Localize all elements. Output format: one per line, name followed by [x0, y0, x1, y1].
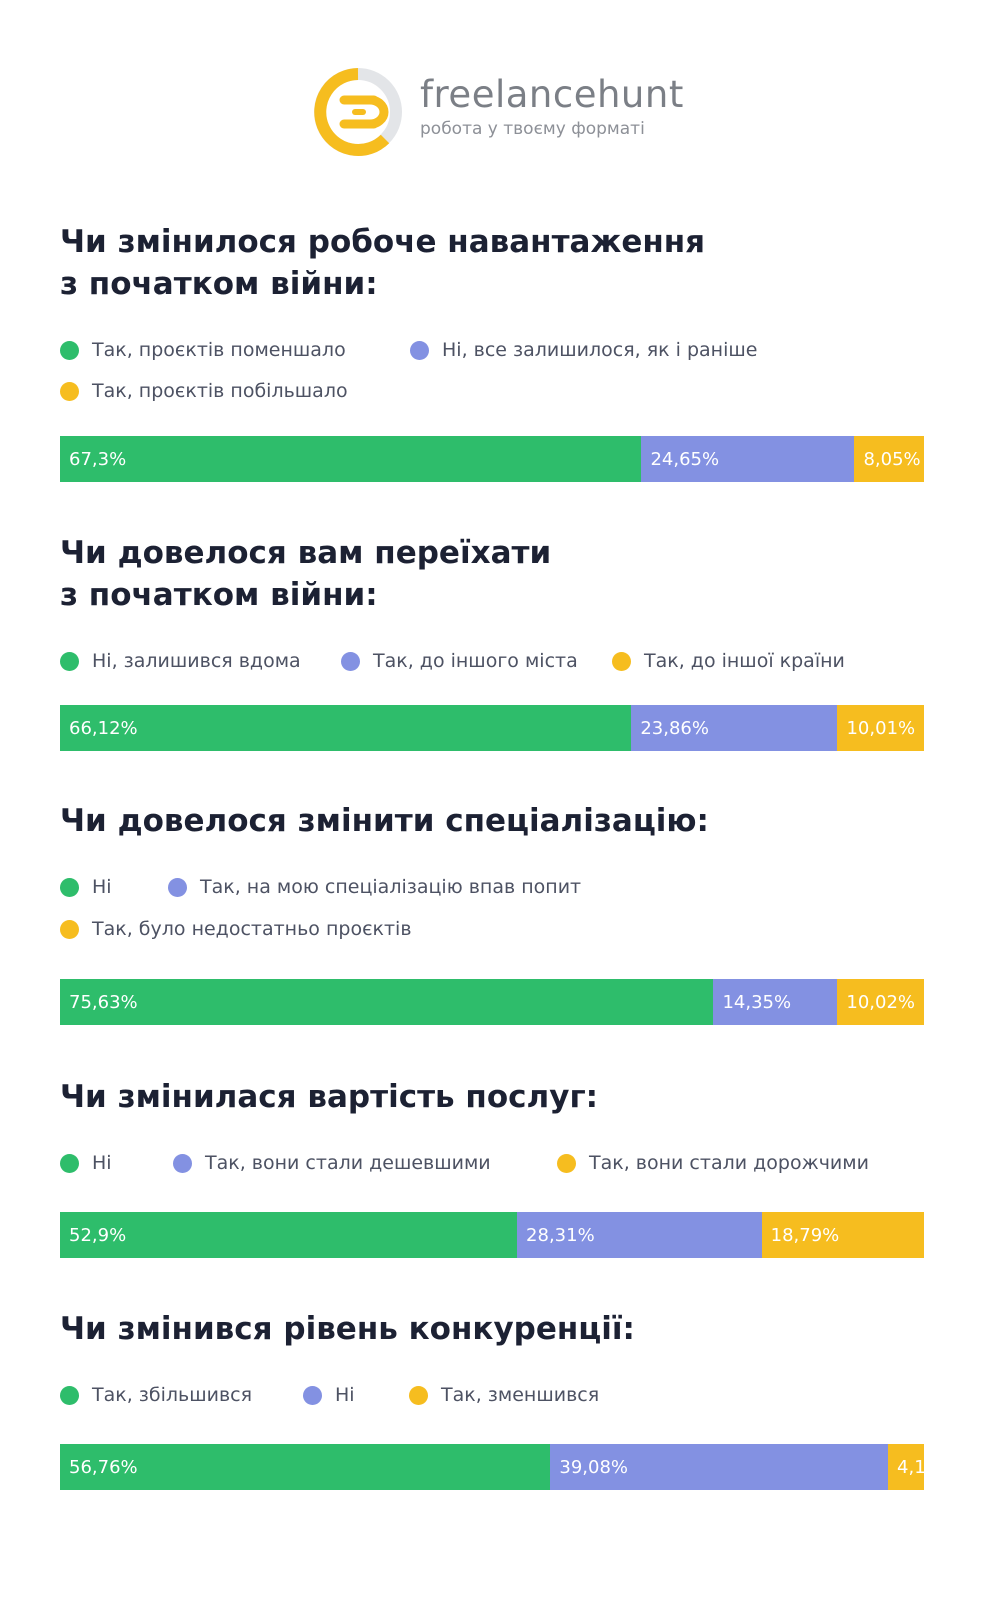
- bar-segment: 4,16%: [888, 1444, 924, 1490]
- legend-dot-yellow: [60, 381, 79, 401]
- legend-label: Так, проєктів побільшало: [92, 380, 348, 402]
- legend-dot-purple: [410, 340, 429, 360]
- legend: Ні, залишився вдома Так, до іншого міста…: [60, 650, 924, 734]
- legend-dot-purple: [303, 1385, 322, 1405]
- legend-label: Так, зменшився: [441, 1384, 600, 1406]
- bar-segment: 14,35%: [713, 979, 838, 1025]
- legend-dot-green: [60, 340, 79, 360]
- brand-logo: freelancehunt робота у твоєму форматі: [312, 66, 684, 158]
- bar-segment: 75,63%: [60, 979, 714, 1025]
- legend-item: Так, зменшився: [409, 1384, 599, 1406]
- brand-name: freelancehunt: [420, 73, 684, 116]
- legend-label: Так, було недостатньо проєктів: [92, 918, 412, 940]
- legend-item: Так, було недостатньо проєктів: [60, 918, 412, 940]
- bar-segment-label: 8,05%: [863, 448, 921, 470]
- legend-label: Так, вони стали дорожчими: [589, 1152, 869, 1174]
- bar-segment: 66,12%: [60, 705, 632, 751]
- bar-segment-label: 10,01%: [846, 717, 916, 739]
- legend-item: Ні, залишився вдома: [60, 650, 301, 672]
- survey-section-workload: Чи змінилося робоче навантаження з почат…: [60, 221, 924, 482]
- bar-segment-label: 52,9%: [69, 1224, 127, 1246]
- bar-segment: 67,3%: [60, 436, 642, 482]
- legend-dot-purple: [168, 877, 187, 897]
- legend-dot-yellow: [409, 1385, 428, 1405]
- brand-tagline: робота у твоєму форматі: [420, 119, 645, 139]
- bar-segment: 24,65%: [641, 436, 855, 482]
- legend-label: Так, збільшився: [92, 1384, 253, 1406]
- legend-label: Так, до іншого міста: [373, 650, 578, 672]
- legend-item: Так, проєктів поменшало: [60, 339, 346, 361]
- legend-dot-yellow: [612, 651, 631, 671]
- legend-label: Так, до іншої країни: [644, 650, 845, 672]
- bar-segment-label: 10,02%: [846, 991, 916, 1013]
- legend-item: Так, до іншої країни: [612, 650, 845, 672]
- bar-segment-label: 75,63%: [69, 991, 138, 1013]
- bar-segment: 10,01%: [837, 705, 924, 751]
- bar-segment: 8,05%: [854, 436, 924, 482]
- freelancehunt-logo-icon: [314, 68, 402, 156]
- legend-item: Ні: [60, 876, 112, 898]
- legend-item: Так, вони стали дорожчими: [557, 1152, 869, 1174]
- bar-segment: 39,08%: [550, 1444, 889, 1490]
- bar-segment-label: 4,16%: [897, 1456, 924, 1478]
- stacked-bar: 75,63% 14,35% 10,02%: [60, 979, 924, 1025]
- bar-segment-label: 23,86%: [640, 717, 709, 739]
- legend-item: Ні: [60, 1152, 112, 1174]
- section-title: Чи змінилося робоче навантаження з почат…: [60, 224, 706, 302]
- legend-dot-purple: [173, 1153, 192, 1173]
- bar-segment: 52,9%: [60, 1212, 518, 1258]
- legend-dot-yellow: [557, 1153, 576, 1173]
- section-title: Чи довелося вам переїхати з початком вій…: [60, 535, 552, 613]
- bar-segment: 56,76%: [60, 1444, 551, 1490]
- stacked-bar: 67,3% 24,65% 8,05%: [60, 436, 924, 482]
- legend-label: Ні: [335, 1384, 355, 1406]
- bar-segment-label: 18,79%: [770, 1224, 840, 1246]
- legend-dot-yellow: [60, 919, 79, 939]
- legend-dot-green: [60, 651, 79, 671]
- stacked-bar: 52,9% 28,31% 18,79%: [60, 1212, 924, 1258]
- legend-label: Ні, залишився вдома: [92, 650, 301, 672]
- bar-segment: 28,31%: [517, 1212, 762, 1258]
- section-title: Чи змінилася вартість послуг:: [60, 1079, 599, 1115]
- legend-label: Ні: [92, 1152, 112, 1174]
- bar-segment-label: 24,65%: [650, 448, 720, 470]
- legend-item: Ні: [303, 1384, 355, 1406]
- legend-label: Ні, все залишилося, як і раніше: [442, 339, 758, 361]
- legend-label: Ні: [92, 876, 112, 898]
- bar-segment-label: 39,08%: [559, 1456, 629, 1478]
- survey-section-specialization: Чи довелося змінити спеціалізацію: Ні Та…: [60, 800, 924, 1025]
- section-title: Чи змінився рівень конкуренції:: [60, 1311, 635, 1347]
- bar-segment: 18,79%: [761, 1212, 924, 1258]
- bar-segment-label: 56,76%: [69, 1456, 138, 1478]
- bar-segment: 23,86%: [631, 705, 838, 751]
- bar-segment-label: 14,35%: [722, 991, 792, 1013]
- legend: Так, проєктів поменшало Ні, все залишило…: [60, 339, 924, 423]
- bar-segment: 10,02%: [837, 979, 924, 1025]
- legend-label: Так, вони стали дешевшими: [205, 1152, 491, 1174]
- stacked-bar: 66,12% 23,86% 10,01%: [60, 705, 924, 751]
- legend-item: Так, вони стали дешевшими: [173, 1152, 491, 1174]
- legend-item: Так, до іншого міста: [341, 650, 578, 672]
- survey-section-pricing: Чи змінилася вартість послуг: Ні Так, во…: [60, 1076, 924, 1258]
- stacked-bar: 56,76% 39,08% 4,16%: [60, 1444, 924, 1490]
- section-title: Чи довелося змінити спеціалізацію:: [60, 803, 709, 839]
- legend-item: Так, проєктів побільшало: [60, 380, 348, 402]
- survey-section-relocation: Чи довелося вам переїхати з початком вій…: [60, 532, 924, 751]
- legend-dot-purple: [341, 651, 360, 671]
- legend-dot-green: [60, 1385, 79, 1405]
- bar-segment-label: 67,3%: [69, 448, 127, 470]
- legend-dot-green: [60, 877, 79, 897]
- legend: Ні Так, вони стали дешевшими Так, вони с…: [60, 1152, 924, 1236]
- legend-item: Так, на мою спеціалізацію впав попит: [168, 876, 581, 898]
- bar-segment-label: 28,31%: [526, 1224, 595, 1246]
- legend: Ні Так, на мою спеціалізацію впав попит …: [60, 876, 924, 960]
- legend-item: Ні, все залишилося, як і раніше: [410, 339, 757, 361]
- legend-label: Так, проєктів поменшало: [92, 339, 346, 361]
- survey-section-competition: Чи змінився рівень конкуренції: Так, збі…: [60, 1308, 924, 1490]
- legend-dot-green: [60, 1153, 79, 1173]
- bar-segment-label: 66,12%: [69, 717, 138, 739]
- legend-item: Так, збільшився: [60, 1384, 252, 1406]
- legend-label: Так, на мою спеціалізацію впав попит: [200, 876, 582, 898]
- legend: Так, збільшився Ні Так, зменшився: [60, 1384, 924, 1468]
